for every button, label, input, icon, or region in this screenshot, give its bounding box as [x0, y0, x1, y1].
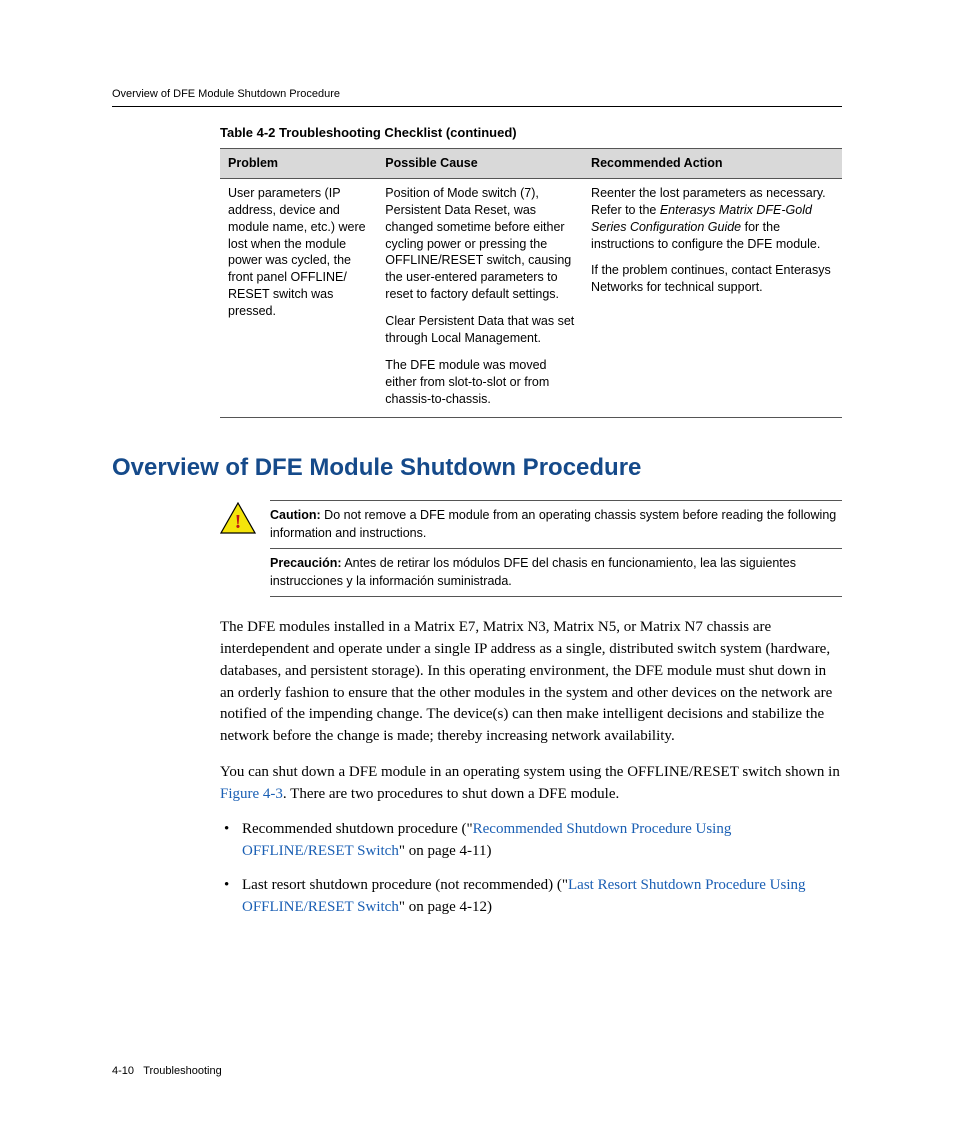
svg-text:!: !: [235, 511, 242, 533]
figure-link[interactable]: Figure 4-3: [220, 786, 283, 802]
caution-en: Caution: Do not remove a DFE module from…: [270, 501, 842, 548]
list-item: Last resort shutdown procedure (not reco…: [220, 875, 842, 919]
cause-3: The DFE module was moved either from slo…: [385, 357, 575, 408]
body-text: The DFE modules installed in a Matrix E7…: [220, 617, 842, 918]
section-heading: Overview of DFE Module Shutdown Procedur…: [112, 454, 842, 482]
paragraph-1: The DFE modules installed in a Matrix E7…: [220, 617, 842, 748]
cause-2: Clear Persistent Data that was set throu…: [385, 313, 575, 347]
caution-es: Precaución: Antes de retirar los módulos…: [270, 548, 842, 596]
col-header-problem: Problem: [220, 149, 377, 179]
bullet-list: Recommended shutdown procedure ("Recomme…: [220, 819, 842, 918]
page: Overview of DFE Module Shutdown Procedur…: [0, 0, 954, 1123]
page-footer: 4-10 Troubleshooting: [112, 1065, 222, 1077]
table-row: User parameters (IP address, device and …: [220, 178, 842, 418]
action-2: If the problem continues, contact Entera…: [591, 262, 834, 296]
caution-es-label: Precaución:: [270, 556, 342, 570]
caution-icon: !: [220, 502, 256, 539]
footer-section: Troubleshooting: [143, 1065, 221, 1077]
para2-post: . There are two procedures to shut down …: [283, 786, 619, 802]
caution-box: ! Caution: Do not remove a DFE module fr…: [220, 500, 842, 597]
para2-pre: You can shut down a DFE module in an ope…: [220, 764, 840, 780]
troubleshooting-table: Problem Possible Cause Recommended Actio…: [220, 148, 842, 418]
cell-action: Reenter the lost parameters as necessary…: [583, 178, 842, 418]
cell-problem: User parameters (IP address, device and …: [220, 178, 377, 418]
bullet-1-post: " on page 4-11): [399, 843, 492, 859]
caution-en-label: Caution:: [270, 508, 321, 522]
list-item: Recommended shutdown procedure ("Recomme…: [220, 819, 842, 863]
bullet-2-post: " on page 4-12): [399, 899, 492, 915]
paragraph-2: You can shut down a DFE module in an ope…: [220, 762, 842, 806]
col-header-action: Recommended Action: [583, 149, 842, 179]
caution-en-text: Do not remove a DFE module from an opera…: [270, 508, 836, 540]
cell-cause: Position of Mode switch (7), Persistent …: [377, 178, 583, 418]
running-header: Overview of DFE Module Shutdown Procedur…: [112, 88, 842, 100]
page-number: 4-10: [112, 1065, 134, 1077]
table-caption: Table 4-2 Troubleshooting Checklist (con…: [220, 125, 842, 140]
action-1: Reenter the lost parameters as necessary…: [591, 185, 834, 253]
bullet-2-pre: Last resort shutdown procedure (not reco…: [242, 877, 568, 893]
caution-text: Caution: Do not remove a DFE module from…: [270, 500, 842, 597]
caution-es-text: Antes de retirar los módulos DFE del cha…: [270, 556, 796, 588]
bullet-1-pre: Recommended shutdown procedure (": [242, 821, 473, 837]
col-header-cause: Possible Cause: [377, 149, 583, 179]
cause-1: Position of Mode switch (7), Persistent …: [385, 185, 575, 303]
table-header-row: Problem Possible Cause Recommended Actio…: [220, 149, 842, 179]
header-rule: [112, 106, 842, 107]
